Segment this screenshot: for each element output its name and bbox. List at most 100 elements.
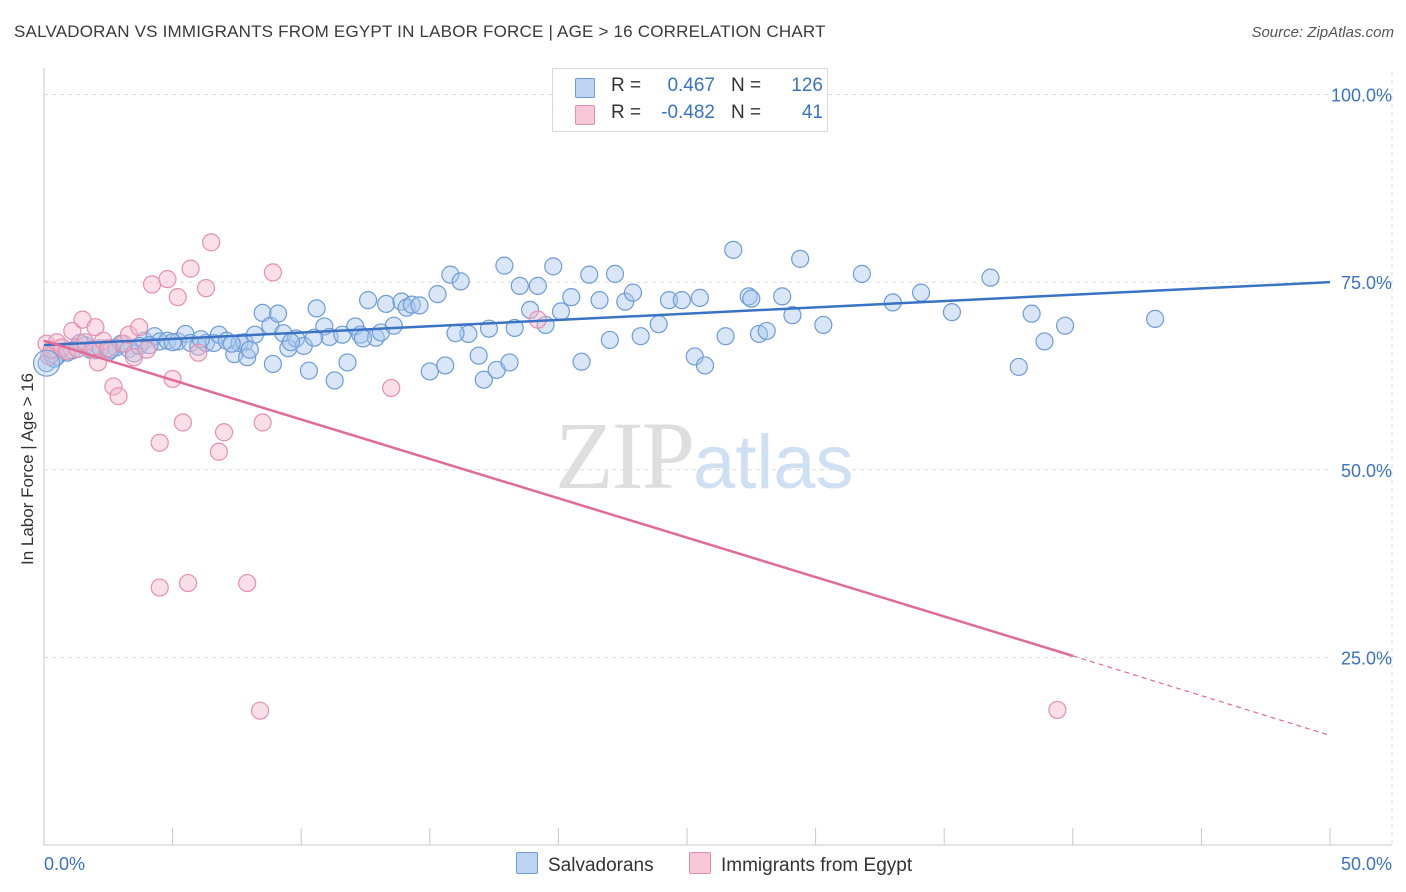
egypt-point (253, 413, 272, 432)
x-tick-label: 50.0% (1341, 854, 1392, 874)
egypt-point (202, 233, 221, 252)
salvadoran-point (469, 346, 488, 365)
salvadoran-point (605, 264, 625, 283)
bottom-legend-label: Immigrants from Egypt (721, 855, 913, 876)
salvadoran-point (911, 283, 931, 302)
y-tick-label: 50.0% (1341, 461, 1392, 481)
egypt-point (142, 275, 162, 294)
egypt-point (158, 270, 177, 289)
egypt-point (130, 318, 149, 337)
egypt-point (119, 325, 138, 344)
salvadoran-point (410, 296, 429, 315)
salvadoran-point (631, 327, 650, 346)
legend-n-value: 41 (801, 102, 823, 123)
egypt-point (181, 259, 200, 278)
egypt-trendline-extension (1072, 655, 1331, 737)
salvadoran-point (376, 294, 396, 313)
salvadoran-point (353, 329, 373, 348)
salvadoran-point (304, 328, 324, 347)
salvadoran-point (163, 333, 182, 352)
legend-n-label: N = (731, 102, 762, 123)
salvadoran-point (590, 291, 609, 310)
bottom-legend-swatch-pink (689, 852, 711, 874)
egypt-point (263, 263, 283, 282)
x-tick-label: 0.0% (44, 854, 85, 874)
egypt-point (1048, 700, 1067, 720)
salvadoran-point (814, 315, 833, 335)
salvadoran-point (562, 288, 581, 307)
salvadoran-point (436, 356, 455, 375)
salvadoran-point (690, 288, 709, 307)
watermark: ZIPatlas (555, 400, 854, 511)
legend-n-value: 126 (791, 75, 823, 96)
egypt-point (168, 288, 187, 307)
egypt-point (104, 377, 123, 396)
egypt-point (209, 442, 228, 461)
egypt-point (382, 378, 401, 398)
egypt-point (196, 279, 216, 298)
egypt-point (173, 413, 192, 432)
egypt-point (109, 387, 128, 406)
salvadoran-point (742, 289, 761, 308)
salvadoran-point (791, 249, 810, 268)
legend-swatch-blue (575, 78, 595, 98)
salvadoran-point (551, 302, 571, 321)
legend-r-value: 0.467 (667, 75, 715, 96)
bottom-legend-egypt: Immigrants from Egypt (689, 852, 912, 877)
y-tick-label: 100.0% (1331, 86, 1392, 106)
salvadoran-point (358, 291, 378, 310)
salvadoran-point (716, 327, 735, 346)
egypt-point (250, 701, 270, 720)
correlation-legend: R = 0.467 N = 126 R = -0.482 N = 41 (552, 68, 828, 132)
salvadoran-point (685, 347, 704, 366)
salvadoran-point (505, 318, 524, 338)
egypt-point (63, 321, 82, 341)
salvadoran-point (32, 349, 61, 377)
salvadoran-point (428, 285, 447, 304)
salvadoran-point (240, 340, 259, 359)
salvadoran-point (600, 330, 619, 350)
salvadoran-point (500, 353, 519, 372)
egypt-point (137, 340, 156, 359)
salvadoran-point (510, 276, 529, 295)
legend-n-label: N = (731, 75, 762, 96)
salvadoran-point (222, 334, 241, 353)
salvadoran-point (695, 356, 715, 375)
salvadoran-trendline (43, 280, 1331, 347)
watermark-atlas: atlas (693, 420, 854, 505)
salvadoran-point (384, 316, 403, 335)
bottom-legend-swatch-blue (516, 852, 538, 874)
salvadoran-point (1009, 357, 1028, 377)
watermark-zip: ZIP (555, 402, 695, 509)
salvadoran-point (1022, 304, 1041, 323)
salvadoran-point (325, 371, 344, 390)
egypt-trendline (43, 339, 1074, 658)
salvadoran-point (757, 321, 776, 341)
salvadoran-point (402, 295, 421, 314)
salvadoran-point (623, 283, 643, 302)
legend-swatch-pink (575, 105, 595, 125)
egypt-point (189, 343, 208, 362)
source-label: Source: ZipAtlas.com (1251, 24, 1394, 41)
legend-r-label: R = (611, 75, 642, 96)
salvadoran-point (299, 361, 319, 380)
egypt-point (150, 433, 169, 452)
salvadoran-point (773, 287, 792, 306)
salvadoran-point (942, 303, 962, 322)
salvadoran-point (281, 333, 301, 352)
salvadoran-point (451, 272, 470, 291)
salvadoran-point (338, 353, 357, 372)
legend-r-label: R = (611, 102, 642, 123)
salvadoran-point (263, 354, 283, 374)
salvadoran-point (420, 362, 439, 381)
salvadoran-point (572, 352, 591, 371)
salvadoran-point (191, 330, 210, 349)
salvadoran-point (724, 240, 743, 259)
egypt-point (114, 334, 133, 353)
egypt-point (178, 573, 198, 593)
egypt-point (86, 318, 105, 337)
salvadoran-point (1035, 332, 1054, 351)
salvadoran-point (446, 324, 465, 343)
salvadoran-point (672, 291, 691, 310)
salvadoran-point (783, 306, 802, 325)
